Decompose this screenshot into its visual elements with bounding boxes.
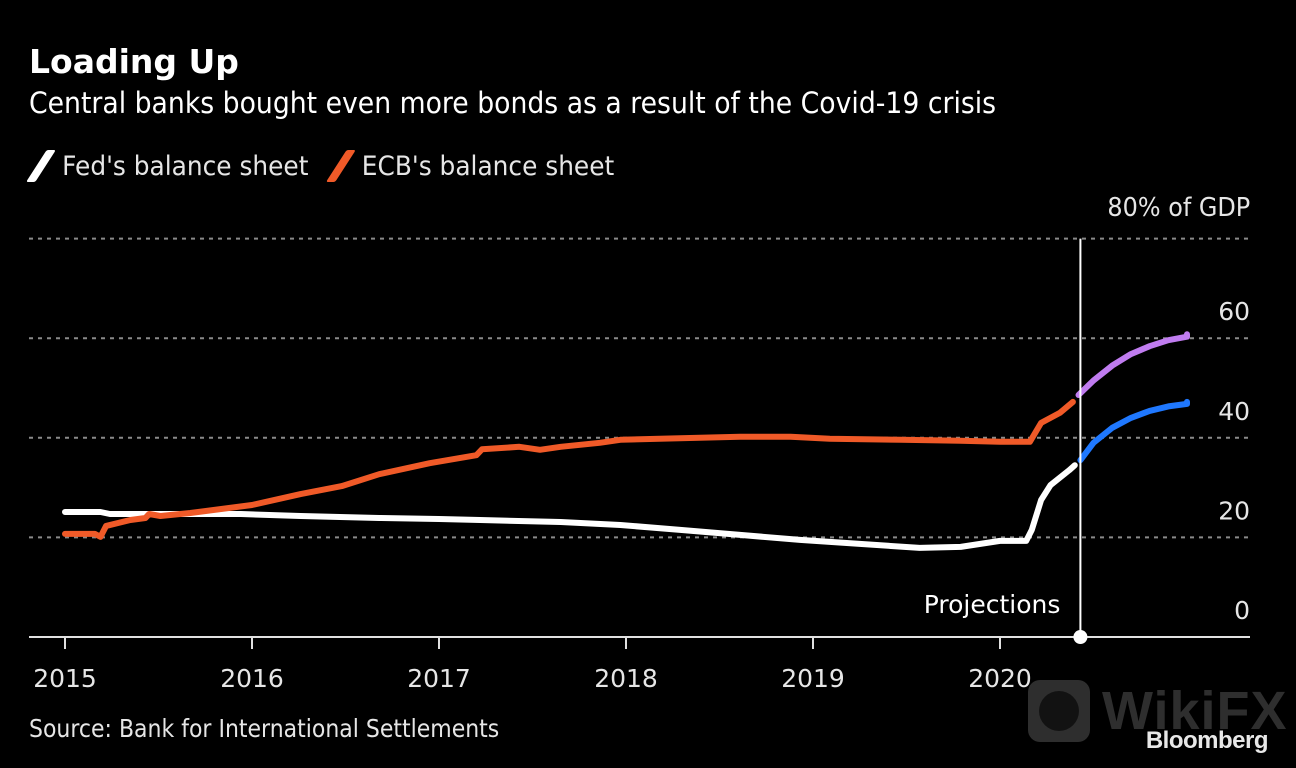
gridlines: [29, 237, 1250, 539]
y-tick-labels: 0 20 40 60: [1218, 297, 1250, 625]
x-tick-label: 2020: [968, 664, 1032, 693]
y-tick-label: 0: [1234, 596, 1250, 625]
watermark-eagle-icon: [1028, 680, 1090, 742]
chart-title: Loading Up: [29, 42, 239, 81]
annotations: Projections: [924, 238, 1088, 644]
x-axis: [29, 636, 1250, 649]
x-tick-label: 2019: [781, 664, 845, 693]
watermark: WikiFX: [1028, 680, 1288, 742]
y-tick-label: 20: [1218, 496, 1250, 525]
chart-subtitle: Central banks bought even more bonds as …: [29, 86, 997, 120]
projections-label: Projections: [924, 590, 1061, 619]
x-tick-label: 2015: [33, 664, 97, 693]
series-line-fed-s-balance-sheet: [62, 462, 1078, 551]
legend-item-ecb: ECB's balance sheet: [325, 150, 615, 182]
source-note: Source: Bank for International Settlemen…: [29, 714, 500, 743]
y-axis-unit-label: 80% of GDP: [1107, 193, 1250, 223]
watermark-text: WikiFX: [1102, 681, 1288, 741]
projection-marker: [1073, 630, 1088, 644]
series-line-ecb-s-balance-sheet: [62, 398, 1076, 540]
series-line-fed-projection: [1077, 398, 1190, 464]
legend-label-fed: Fed's balance sheet: [62, 150, 309, 182]
x-tick-label: 2016: [220, 664, 284, 693]
y-tick-label: 60: [1218, 297, 1250, 326]
y-tick-label: 40: [1218, 397, 1250, 426]
x-tick-labels: 2015 2016 2017 2018 2019 2020: [33, 664, 1032, 693]
x-tick-label: 2018: [594, 664, 658, 693]
legend: Fed's balance sheet ECB's balance sheet: [26, 150, 634, 182]
series-lines: [62, 331, 1190, 551]
legend-label-ecb: ECB's balance sheet: [361, 150, 615, 182]
bloomberg-logo: Bloomberg: [1145, 727, 1269, 754]
x-tick-label: 2017: [407, 664, 471, 693]
legend-item-fed: Fed's balance sheet: [26, 150, 309, 182]
series-line-ecb-projection: [1075, 331, 1190, 398]
